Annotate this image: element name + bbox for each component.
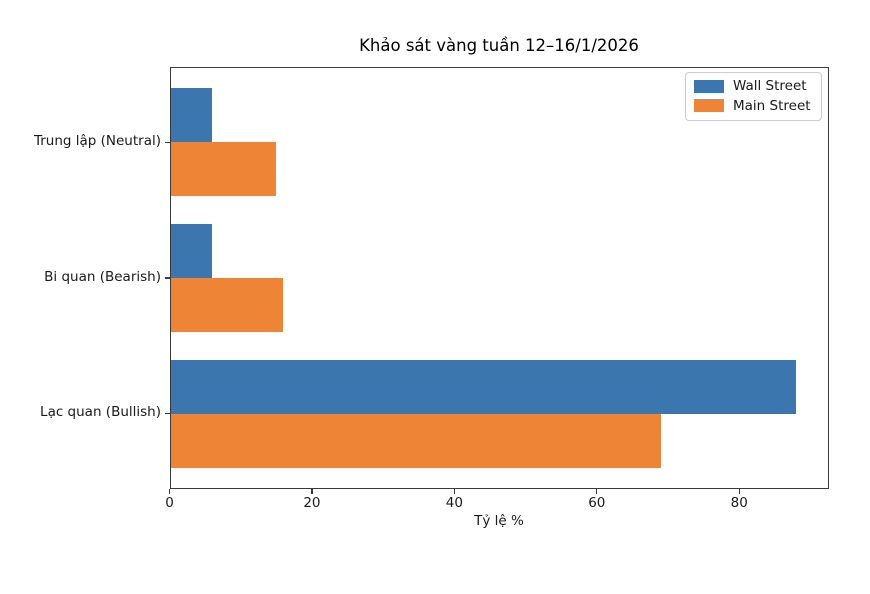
x-tick-mark [738,489,740,494]
x-tick-label-40: 40 [445,494,463,511]
bar-wall-street-trung-l-p-neutral [169,88,213,143]
y-tick-mark [165,412,170,415]
x-tick-mark [596,489,598,494]
x-tick-label-60: 60 [588,494,606,511]
x-tick-label-0: 0 [165,494,174,511]
legend-label-wall-street: Wall Street [733,78,807,95]
y-tick-label-l-c-quan-bullish: Lạc quan (Bullish) [40,404,161,421]
bar-main-street-l-c-quan-bullish [169,413,661,468]
bar-main-street-bi-quan-bearish [169,278,284,332]
bar-wall-street-bi-quan-bearish [169,224,213,278]
legend-swatch-wall-street [694,79,724,93]
bar-main-street-trung-l-p-neutral [169,142,277,197]
bar-wall-street-l-c-quan-bullish [169,359,797,414]
x-tick-label-80: 80 [730,494,748,511]
legend: Wall Street Main Street [685,71,822,121]
y-tick-label-trung-l-p-neutral: Trung lập (Neutral) [33,132,161,149]
y-tick-mark [165,141,170,144]
legend-item-main-street: Main Street [694,98,813,114]
x-tick-mark [311,489,313,494]
x-tick-mark [453,489,456,494]
y-tick-label-bi-quan-bearish: Bi quan (Bearish) [44,268,161,285]
legend-swatch-main-street [694,99,724,113]
y-tick-mark [165,277,170,279]
x-axis-label: Tỷ lệ % [474,513,524,529]
legend-label-main-street: Main Street [733,97,811,114]
chart-title: Khảo sát vàng tuần 12–16/1/2026 [359,36,639,55]
x-tick-mark [168,489,171,494]
legend-item-wall-street: Wall Street [694,78,813,94]
x-tick-label-20: 20 [303,494,321,511]
